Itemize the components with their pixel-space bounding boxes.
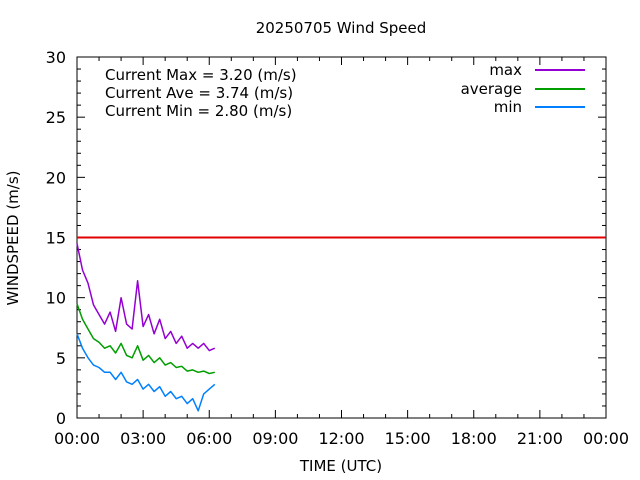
- legend-label-average: average: [461, 80, 522, 98]
- x-tick-label: 00:00: [54, 429, 100, 448]
- x-tick-label: 15:00: [385, 429, 431, 448]
- series-layer: [76, 243, 216, 412]
- x-tick-label: 00:00: [583, 429, 629, 448]
- x-tick-label: 18:00: [451, 429, 497, 448]
- y-tick-label: 30: [46, 48, 66, 67]
- y-tick-label: 10: [46, 289, 66, 308]
- legend-label-max: max: [489, 61, 522, 79]
- legend: max average min: [461, 61, 585, 116]
- annotation-current-min: Current Min = 2.80 (m/s): [105, 102, 292, 120]
- x-tick-label: 09:00: [252, 429, 298, 448]
- x-axis-label: TIME (UTC): [299, 457, 382, 475]
- y-tick-label: 0: [56, 409, 66, 428]
- legend-label-min: min: [494, 98, 522, 116]
- y-axis-ticks: 0 5 10 15 20 25 30: [46, 48, 606, 428]
- y-tick-label: 20: [46, 168, 66, 187]
- x-tick-label: 06:00: [186, 429, 232, 448]
- y-tick-label: 25: [46, 108, 66, 127]
- y-tick-label: 5: [56, 349, 66, 368]
- x-axis-ticks: 00:00 03:00 06:00 09:00 12:00 15:00 18:00 21:00…: [54, 57, 629, 448]
- stats-annotations: Current Max = 3.20 (m/s) Current Ave = 3…: [105, 66, 297, 120]
- y-axis-label: WINDSPEED (m/s): [4, 170, 22, 305]
- chart-title: 20250705 Wind Speed: [256, 19, 427, 37]
- x-tick-label: 03:00: [120, 429, 166, 448]
- x-tick-label: 12:00: [318, 429, 364, 448]
- annotation-current-ave: Current Ave = 3.74 (m/s): [105, 84, 293, 102]
- series-line-max: [76, 243, 216, 352]
- series-line-average: [76, 303, 215, 375]
- y-tick-label: 15: [46, 229, 66, 248]
- series-line-min: [76, 333, 216, 412]
- annotation-current-max: Current Max = 3.20 (m/s): [105, 66, 297, 84]
- x-tick-label: 21:00: [517, 429, 563, 448]
